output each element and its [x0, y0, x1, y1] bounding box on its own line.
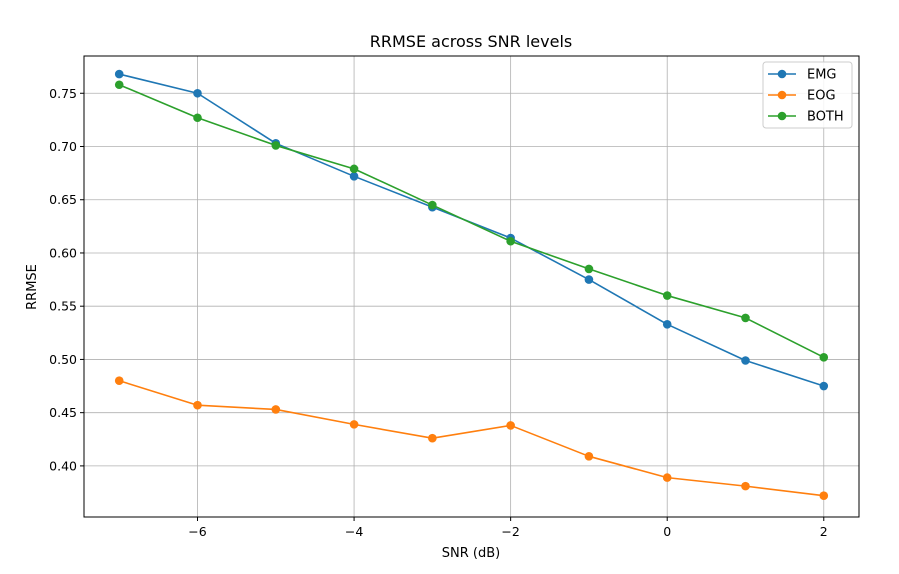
- x-tick-label: −6: [188, 524, 206, 539]
- series-eog-point: [506, 421, 515, 430]
- legend-item-emg: EMG: [768, 68, 837, 83]
- y-tick-label: 0.40: [49, 458, 77, 473]
- legend-label: BOTH: [807, 110, 844, 125]
- series-both-point: [741, 313, 750, 323]
- x-tick-label: 2: [820, 524, 828, 539]
- series-both-point: [428, 200, 437, 210]
- y-axis-ticks: 0.40 0.45 0.50 0.55 0.60 0.65 0.70 0.75: [49, 86, 84, 473]
- series-eog-point: [741, 481, 750, 491]
- series-eog-point: [349, 420, 359, 429]
- series-both-line: [118, 84, 825, 359]
- series-eog-point: [428, 433, 437, 443]
- series-emg: [114, 69, 829, 391]
- series-eog-point: [114, 376, 124, 386]
- legend-item-both: BOTH: [768, 110, 844, 125]
- series-both-point: [349, 164, 359, 174]
- chart-title: RRMSE across SNR levels: [370, 32, 572, 51]
- x-tick-label: −2: [501, 524, 519, 539]
- x-axis-ticks: −6 −4 −2 0 2: [188, 517, 828, 539]
- legend-label: EMG: [807, 68, 837, 83]
- series-emg-point: [193, 88, 202, 98]
- series-emg-point: [349, 172, 359, 181]
- series-eog: [114, 376, 829, 501]
- y-tick-label: 0.65: [49, 192, 77, 207]
- series-eog-point: [662, 473, 672, 482]
- series-eog-line: [118, 379, 824, 497]
- series-emg-point: [662, 319, 672, 329]
- series-both-point: [271, 141, 281, 150]
- series-both: [114, 80, 829, 362]
- legend-label: EOG: [807, 89, 836, 104]
- series-both-point: [506, 236, 515, 246]
- grid-lines: [84, 56, 859, 517]
- series-emg-line: [119, 73, 825, 387]
- series-lines: [114, 69, 829, 501]
- y-axis-label: RRMSE: [25, 264, 40, 310]
- plot-area-frame: [83, 55, 860, 518]
- y-tick-label: 0.75: [49, 86, 77, 101]
- series-eog-point: [819, 491, 829, 501]
- legend-swatch-marker: [777, 90, 787, 100]
- x-tick-label: −4: [345, 524, 363, 539]
- series-eog-point: [584, 452, 594, 461]
- series-both-point: [193, 113, 202, 123]
- legend-item-eog: EOG: [768, 89, 836, 104]
- legend-box: [762, 61, 853, 129]
- series-eog-point: [193, 400, 202, 410]
- y-tick-label: 0.55: [49, 299, 77, 314]
- y-tick-label: 0.70: [49, 139, 77, 154]
- y-tick-label: 0.50: [49, 352, 77, 367]
- y-tick-label: 0.60: [49, 245, 77, 260]
- legend: EMG EOG BOTH: [762, 61, 853, 129]
- x-axis-label: SNR (dB): [442, 546, 500, 561]
- series-emg-point: [114, 69, 124, 79]
- x-tick-label: 0: [663, 524, 671, 539]
- series-both-point: [114, 80, 124, 90]
- series-both-point: [662, 291, 672, 300]
- series-both-point: [584, 264, 594, 274]
- series-both-point: [819, 353, 829, 362]
- series-emg-point: [584, 275, 594, 284]
- y-tick-label: 0.45: [49, 405, 77, 420]
- legend-swatch-marker: [777, 111, 787, 121]
- series-emg-point: [741, 356, 750, 365]
- series-emg-point: [819, 381, 829, 391]
- series-eog-point: [271, 405, 281, 414]
- legend-swatch-marker: [777, 69, 787, 79]
